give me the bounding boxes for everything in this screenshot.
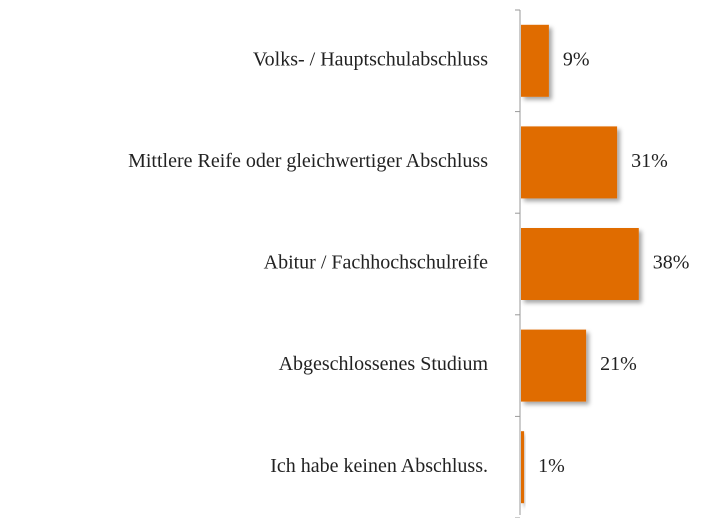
bar (521, 431, 525, 504)
value-label: 1% (538, 455, 565, 477)
bar (521, 329, 587, 402)
bar (521, 24, 549, 97)
bar (521, 228, 639, 300)
category-label: Volks- / Hauptschulabschluss (253, 48, 488, 70)
value-label: 38% (653, 252, 690, 274)
category-label: Ich habe keinen Abschluss. (270, 455, 488, 477)
value-label: 9% (563, 48, 590, 70)
bar (521, 126, 618, 199)
category-label: Abitur / Fachhochschulreife (264, 252, 488, 274)
category-label: Mittlere Reife oder gleichwertiger Absch… (128, 150, 488, 172)
value-label: 21% (600, 353, 637, 375)
category-label: Abgeschlossenes Studium (279, 353, 489, 375)
value-label: 31% (631, 150, 668, 172)
